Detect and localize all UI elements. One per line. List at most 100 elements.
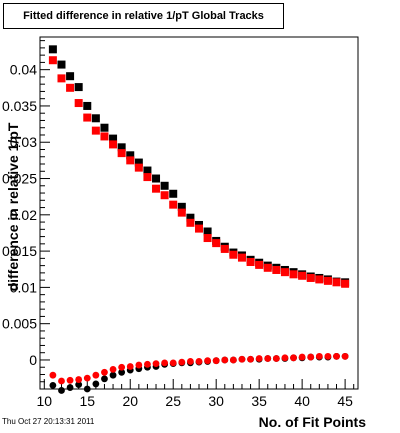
data-point-square bbox=[134, 158, 143, 167]
data-point-square bbox=[74, 83, 83, 92]
data-point-square bbox=[57, 74, 66, 83]
data-point-square bbox=[220, 244, 229, 253]
data-point-circle bbox=[109, 371, 117, 379]
x-tick-label: 15 bbox=[79, 393, 95, 409]
data-point-circle bbox=[118, 363, 126, 371]
data-point-circle bbox=[92, 380, 100, 388]
data-point-circle bbox=[66, 376, 74, 384]
data-point-circle bbox=[83, 385, 91, 393]
data-point-square bbox=[186, 213, 195, 222]
data-point-square bbox=[237, 253, 246, 262]
y-axis-label: difference in relative 1/pT bbox=[5, 122, 21, 291]
data-point-square bbox=[143, 166, 152, 175]
x-tick-label: 40 bbox=[294, 393, 310, 409]
data-point-square bbox=[83, 101, 92, 110]
data-point-circle bbox=[298, 353, 306, 361]
data-point-square bbox=[48, 45, 57, 54]
data-point-circle bbox=[212, 357, 220, 365]
data-point-square bbox=[66, 83, 75, 92]
data-point-square bbox=[263, 263, 272, 272]
data-point-square bbox=[323, 276, 332, 285]
data-point-circle bbox=[126, 363, 134, 370]
data-point-circle bbox=[247, 355, 254, 363]
x-tick-label: 45 bbox=[337, 393, 353, 409]
data-point-circle bbox=[101, 368, 108, 376]
data-point-circle bbox=[238, 355, 246, 363]
data-point-circle bbox=[315, 352, 323, 360]
y-tick-label: 0.025 bbox=[2, 171, 37, 187]
data-point-square bbox=[255, 260, 264, 269]
data-point-square bbox=[332, 278, 341, 287]
data-point-circle bbox=[204, 357, 211, 365]
data-point-square bbox=[66, 72, 75, 81]
x-tick-label: 30 bbox=[208, 393, 224, 409]
data-point-circle bbox=[161, 359, 169, 367]
data-point-circle bbox=[281, 354, 289, 362]
y-tick-label: 0 bbox=[29, 352, 37, 368]
data-point-square bbox=[117, 143, 126, 152]
data-point-circle bbox=[75, 376, 83, 383]
data-point-square bbox=[272, 265, 281, 274]
data-point-square bbox=[203, 227, 212, 236]
data-point-square bbox=[195, 224, 203, 233]
y-tick-label: 0.005 bbox=[2, 316, 37, 332]
data-point-square bbox=[298, 271, 307, 280]
x-tick-label: 35 bbox=[251, 393, 267, 409]
data-point-square bbox=[91, 114, 100, 123]
data-point-square bbox=[100, 123, 109, 132]
data-point-square bbox=[246, 257, 255, 266]
data-point-square bbox=[100, 132, 109, 141]
y-tick-label: 0.035 bbox=[2, 98, 37, 114]
data-point-square bbox=[74, 99, 83, 108]
data-point-circle bbox=[324, 352, 332, 360]
data-point-circle bbox=[169, 359, 177, 367]
data-point-circle bbox=[144, 360, 151, 368]
data-point-square bbox=[280, 268, 289, 277]
data-point-square bbox=[169, 189, 178, 198]
data-point-square bbox=[152, 184, 161, 193]
data-point-circle bbox=[152, 360, 160, 367]
data-marks bbox=[48, 45, 350, 394]
x-axis-ticks: 10 15 20 25 30 35 40 45 bbox=[37, 379, 355, 409]
data-point-circle bbox=[290, 354, 297, 362]
data-point-circle bbox=[255, 355, 263, 362]
data-point-circle bbox=[49, 381, 57, 389]
data-point-square bbox=[169, 200, 178, 209]
data-point-square bbox=[289, 270, 298, 279]
data-point-circle bbox=[83, 374, 91, 382]
data-point-circle bbox=[101, 375, 108, 383]
data-point-square bbox=[143, 173, 152, 182]
data-point-square bbox=[152, 174, 161, 183]
data-point-circle bbox=[264, 355, 272, 362]
data-point-square bbox=[341, 279, 350, 288]
chart-title: Fitted difference in relative 1/pT Globa… bbox=[3, 3, 284, 29]
y-tick-label: 0.01 bbox=[10, 279, 37, 295]
x-tick-label: 20 bbox=[122, 393, 138, 409]
data-point-square bbox=[126, 151, 135, 160]
data-point-square bbox=[117, 149, 126, 158]
data-point-circle bbox=[341, 352, 349, 360]
data-point-circle bbox=[58, 387, 65, 394]
data-point-circle bbox=[109, 366, 117, 373]
data-point-circle bbox=[187, 358, 194, 365]
data-point-square bbox=[48, 56, 57, 65]
data-point-circle bbox=[272, 355, 280, 362]
y-axis-ticks: 0 0.005 0.01 0.015 0.02 0.025 0.03 0.035 0.04 bbox=[2, 40, 50, 390]
data-point-square bbox=[109, 134, 118, 143]
data-point-square bbox=[160, 181, 169, 190]
y-tick-label: 0.015 bbox=[2, 243, 37, 259]
x-tick-label: 10 bbox=[37, 393, 53, 409]
data-point-square bbox=[134, 163, 143, 172]
data-point-square bbox=[160, 191, 169, 200]
y-tick-label: 0.02 bbox=[10, 207, 37, 223]
y-tick-label: 0.04 bbox=[10, 62, 37, 78]
data-point-square bbox=[212, 239, 221, 248]
data-point-square bbox=[177, 202, 186, 211]
data-point-circle bbox=[135, 361, 143, 369]
data-point-square bbox=[315, 275, 324, 284]
data-point-circle bbox=[178, 358, 186, 366]
x-axis-label: No. of Fit Points bbox=[259, 414, 367, 430]
data-point-square bbox=[91, 126, 100, 135]
data-point-circle bbox=[307, 353, 315, 361]
